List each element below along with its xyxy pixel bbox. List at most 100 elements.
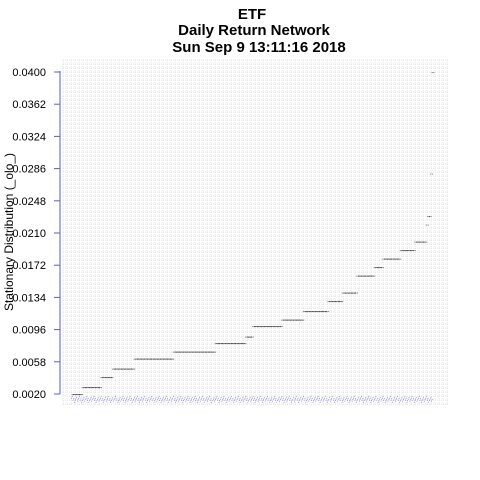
data-point: ** [294, 318, 298, 322]
x-tick-label: -~ [339, 398, 345, 404]
x-tick-label: -~ [158, 398, 164, 404]
data-point: ** [133, 357, 137, 361]
data-point: ** [229, 342, 233, 346]
data-point: ** [240, 342, 244, 346]
data-point: ** [259, 325, 263, 329]
x-tick-label: -~ [316, 396, 322, 402]
x-tick-label: -~ [379, 394, 385, 400]
x-tick-label: -~ [85, 396, 91, 402]
x-tick-label: -~ [166, 398, 172, 404]
y-ticks: 0.0400 0.0362 0.0324 0.0286 0.0248 0.0210 0.01… [12, 67, 60, 401]
x-tick-label: -~ [246, 395, 252, 401]
x-tick-label: -~ [193, 396, 199, 402]
x-tick-label: -~ [105, 394, 111, 400]
data-point: ** [333, 300, 337, 304]
x-tick-label: -~ [147, 397, 153, 403]
data-point: ** [145, 357, 149, 361]
x-tick-label: -~ [244, 396, 250, 402]
x-tick-label: -~ [150, 396, 156, 402]
data-point: ** [423, 240, 427, 244]
x-tick-label: -~ [304, 395, 310, 401]
data-point: ** [395, 257, 399, 261]
y-tick-label: 0.0172 [12, 260, 46, 272]
x-tick-label: -~ [423, 394, 429, 400]
x-tick-label: -~ [340, 395, 346, 401]
data-point: ** [177, 351, 181, 355]
data-point: ** [268, 325, 272, 329]
data-point: ** [255, 325, 259, 329]
data-point: ** [362, 274, 366, 278]
x-tick-label: -~ [129, 398, 135, 404]
x-tick-label: -~ [90, 394, 96, 400]
y-tick-label: 0.0134 [12, 292, 46, 304]
x-tick-label: -~ [92, 396, 98, 402]
x-tick-label: -~ [77, 396, 83, 402]
data-point: ** [230, 342, 234, 346]
x-tick-label: -~ [207, 396, 213, 402]
x-tick-label: -~ [368, 398, 374, 404]
x-tick-label: -~ [180, 398, 186, 404]
x-tick-label: -~ [345, 396, 351, 402]
x-tick-label: -~ [307, 394, 313, 400]
x-tick-label: -~ [407, 397, 413, 403]
data-point: ** [381, 266, 385, 270]
data-point: ** [385, 257, 389, 261]
data-point: ** [386, 257, 390, 261]
data-point: ** [171, 357, 175, 361]
data-point: ** [103, 376, 107, 380]
x-tick-label: -~ [281, 398, 287, 404]
x-tick-label: -~ [157, 396, 163, 402]
data-point: ** [239, 342, 243, 346]
data-point: ** [220, 342, 224, 346]
x-tick-label: -~ [222, 396, 228, 402]
x-tick-label: -~ [427, 395, 433, 401]
x-tick-label: -~ [359, 396, 365, 402]
x-tick-label: -~ [262, 397, 268, 403]
x-tick-label: -~ [192, 394, 198, 400]
data-point: ** [178, 351, 182, 355]
x-tick-label: -~ [371, 397, 377, 403]
x-tick-label: -~ [174, 395, 180, 401]
data-point: ** [347, 291, 351, 295]
data-point: ** [261, 325, 265, 329]
x-tick-label: -~ [226, 397, 232, 403]
x-tick-label: -~ [252, 398, 258, 404]
data-point: ** [81, 386, 85, 390]
x-tick-label: -~ [168, 397, 174, 403]
x-tick-label: -~ [297, 395, 303, 401]
x-tick-label: -~ [181, 395, 187, 401]
y-tick-label: 0.0324 [12, 131, 46, 143]
x-tick-label: -~ [332, 398, 338, 404]
data-point: ** [211, 351, 215, 355]
data-point: ** [314, 310, 318, 314]
x-tick-label: -~ [384, 395, 390, 401]
data-point: ** [308, 310, 312, 314]
x-tick-label: -~ [153, 395, 159, 401]
data-point: ** [126, 368, 130, 372]
x-tick-label: -~ [126, 394, 132, 400]
x-tick-label: -~ [229, 396, 235, 402]
x-tick-label: -~ [109, 395, 115, 401]
x-tick-label: -~ [164, 396, 170, 402]
data-point: ** [300, 318, 304, 322]
data-point: ** [77, 393, 81, 397]
x-tick-label: -~ [322, 394, 328, 400]
data-point: ** [243, 342, 247, 346]
x-tick-label: -~ [413, 395, 419, 401]
data-point: ** [115, 368, 119, 372]
data-point: ** [249, 335, 253, 339]
x-tick-label: -~ [411, 398, 417, 404]
x-tick-label: -~ [238, 398, 244, 404]
x-tick-label: -~ [249, 394, 255, 400]
data-point: ** [396, 257, 400, 261]
data-point: ** [360, 274, 364, 278]
data-point: ** [181, 351, 185, 355]
data-point: ** [336, 300, 340, 304]
data-point: ** [93, 386, 97, 390]
x-tick-label: -~ [170, 394, 176, 400]
y-tick-label: 0.0286 [12, 164, 46, 176]
x-tick-label: -~ [103, 397, 109, 403]
data-point: ** [117, 368, 121, 372]
x-tick-label: -~ [378, 397, 384, 403]
